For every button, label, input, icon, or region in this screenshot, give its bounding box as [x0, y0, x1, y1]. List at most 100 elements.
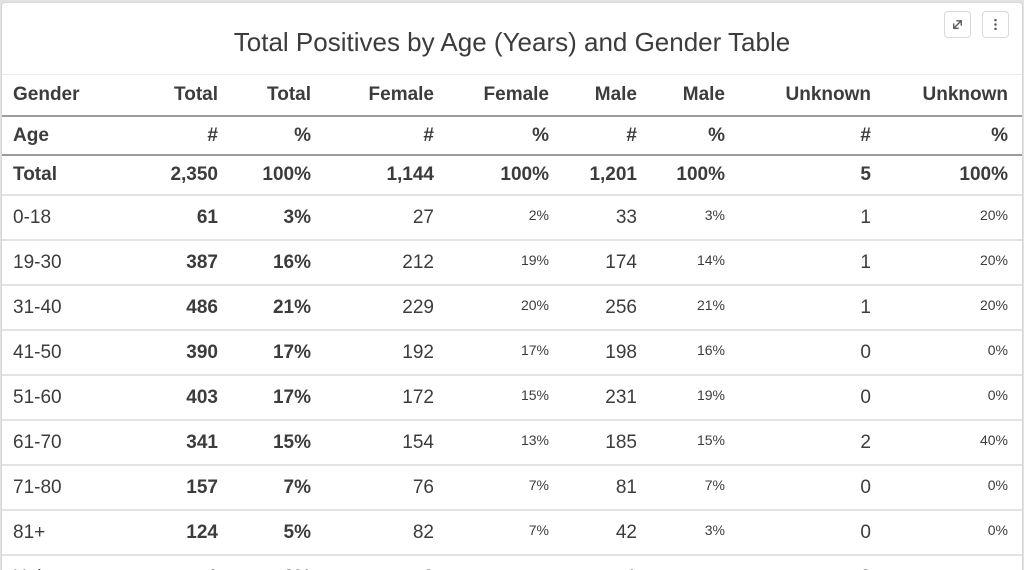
table-row[interactable]: 71-80 157 7% 76 7% 81 7% 0 0% — [2, 465, 1022, 511]
total-count-cell: 403 — [152, 375, 218, 421]
female-count-cell: 0 — [311, 555, 434, 570]
unknown-count-cell: 1 — [725, 195, 871, 241]
col-header-male-1: Male — [549, 74, 637, 117]
col-header-total-1: Total — [152, 74, 218, 117]
table-row[interactable]: 19-30 387 16% 212 19% 174 14% 1 20% — [2, 240, 1022, 286]
male-count-cell: 256 — [549, 285, 637, 331]
total-pct-cell: 17% — [218, 330, 311, 376]
unknown-count-cell: 1 — [725, 240, 871, 286]
female-count-cell: 192 — [311, 330, 434, 376]
male-count-cell: 198 — [549, 330, 637, 376]
male-pct-cell: 3% — [637, 195, 725, 241]
table-header-row-gender: Gender Total Total Female Female Male Ma… — [2, 74, 1022, 117]
unknown-count-cell: 0 — [725, 555, 871, 570]
table-row[interactable]: 61-70 341 15% 154 13% 185 15% 2 40% — [2, 420, 1022, 466]
female-pct-cell: 17% — [434, 330, 549, 376]
total-pct-cell: 7% — [218, 465, 311, 511]
widget-controls — [944, 11, 1009, 38]
female-pct-cell: 7% — [434, 465, 549, 511]
total-count-cell: 387 — [152, 240, 218, 286]
female-pct-cell: 0% — [434, 555, 549, 570]
male-pct-cell: 14% — [637, 240, 725, 286]
unknown-pct-cell: 0% — [871, 510, 1022, 556]
table-row[interactable]: 31-40 486 21% 229 20% 256 21% 1 20% — [2, 285, 1022, 331]
row-label-cell: 41-50 — [2, 330, 152, 376]
col-header-male-pct: % — [637, 116, 725, 156]
unknown-count-cell: 0 — [725, 375, 871, 421]
female-pct-cell: 19% — [434, 240, 549, 286]
total-count-cell: 2,350 — [152, 155, 218, 196]
female-pct-cell: 13% — [434, 420, 549, 466]
kebab-menu-icon — [988, 17, 1003, 32]
options-menu-button[interactable] — [982, 11, 1009, 38]
male-count-cell: 1,201 — [549, 155, 637, 196]
total-count-cell: 1 — [152, 555, 218, 570]
unknown-pct-cell: 20% — [871, 195, 1022, 241]
total-pct-cell: 21% — [218, 285, 311, 331]
col-header-female-2: Female — [434, 74, 549, 117]
male-pct-cell: 19% — [637, 375, 725, 421]
male-count-cell: 81 — [549, 465, 637, 511]
col-header-unknown-2: Unknown — [871, 74, 1022, 117]
male-pct-cell: 16% — [637, 330, 725, 376]
male-pct-cell: 15% — [637, 420, 725, 466]
table-row[interactable]: 81+ 124 5% 82 7% 42 3% 0 0% — [2, 510, 1022, 556]
col-header-total-2: Total — [218, 74, 311, 117]
total-count-cell: 390 — [152, 330, 218, 376]
col-header-male-2: Male — [637, 74, 725, 117]
table-header-row-age: Age # % # % # % # % — [2, 116, 1022, 156]
unknown-count-cell: 0 — [725, 510, 871, 556]
male-count-cell: 1 — [549, 555, 637, 570]
col-header-female-pct: % — [434, 116, 549, 156]
table-row[interactable]: 0-18 61 3% 27 2% 33 3% 1 20% — [2, 195, 1022, 241]
female-count-cell: 82 — [311, 510, 434, 556]
unknown-count-cell: 0 — [725, 465, 871, 511]
col-header-female-1: Female — [311, 74, 434, 117]
table-row[interactable]: 51-60 403 17% 172 15% 231 19% 0 0% — [2, 375, 1022, 421]
row-label-cell: 51-60 — [2, 375, 152, 421]
female-count-cell: 212 — [311, 240, 434, 286]
male-pct-cell: 7% — [637, 465, 725, 511]
total-pct-cell: 0% — [218, 555, 311, 570]
row-label-cell: 31-40 — [2, 285, 152, 331]
female-count-cell: 229 — [311, 285, 434, 331]
female-count-cell: 76 — [311, 465, 434, 511]
unknown-pct-cell: 0% — [871, 330, 1022, 376]
male-count-cell: 42 — [549, 510, 637, 556]
col-header-female-count: # — [311, 116, 434, 156]
female-pct-cell: 15% — [434, 375, 549, 421]
expand-button[interactable] — [944, 11, 971, 38]
male-pct-cell: 21% — [637, 285, 725, 331]
widget-title: Total Positives by Age (Years) and Gende… — [233, 27, 791, 57]
female-pct-cell: 2% — [434, 195, 549, 241]
unknown-pct-cell: 100% — [871, 155, 1022, 196]
row-label-cell: 19-30 — [2, 240, 152, 286]
total-count-cell: 486 — [152, 285, 218, 331]
expand-icon — [950, 17, 965, 32]
unknown-pct-cell: 0% — [871, 375, 1022, 421]
unknown-count-cell: 2 — [725, 420, 871, 466]
row-label-cell: 71-80 — [2, 465, 152, 511]
female-count-cell: 27 — [311, 195, 434, 241]
unknown-pct-cell: 40% — [871, 420, 1022, 466]
total-count-cell: 124 — [152, 510, 218, 556]
table-row[interactable]: 41-50 390 17% 192 17% 198 16% 0 0% — [2, 330, 1022, 376]
unknown-count-cell: 1 — [725, 285, 871, 331]
unknown-count-cell: 0 — [725, 330, 871, 376]
male-count-cell: 174 — [549, 240, 637, 286]
female-count-cell: 172 — [311, 375, 434, 421]
table-row[interactable]: Total 2,350 100% 1,144 100% 1,201 100% 5… — [2, 155, 1022, 196]
female-count-cell: 1,144 — [311, 155, 434, 196]
col-header-total-pct: % — [218, 116, 311, 156]
table-row[interactable]: Unknown 1 0% 0 0% 1 0% 0 0% — [2, 555, 1022, 570]
row-label-cell: 0-18 — [2, 195, 152, 241]
col-header-unknown-count: # — [725, 116, 871, 156]
row-label-cell: Total — [2, 155, 152, 196]
widget-header: Total Positives by Age (Years) and Gende… — [2, 3, 1022, 74]
unknown-pct-cell: 20% — [871, 285, 1022, 331]
total-count-cell: 341 — [152, 420, 218, 466]
female-pct-cell: 100% — [434, 155, 549, 196]
total-pct-cell: 5% — [218, 510, 311, 556]
male-pct-cell: 0% — [637, 555, 725, 570]
male-count-cell: 33 — [549, 195, 637, 241]
